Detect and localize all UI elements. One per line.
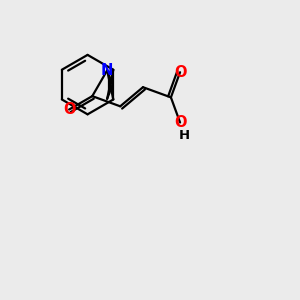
Text: O: O xyxy=(174,65,186,80)
Text: O: O xyxy=(63,102,75,117)
Text: N: N xyxy=(101,63,113,78)
Text: H: H xyxy=(179,129,190,142)
Text: O: O xyxy=(174,115,186,130)
